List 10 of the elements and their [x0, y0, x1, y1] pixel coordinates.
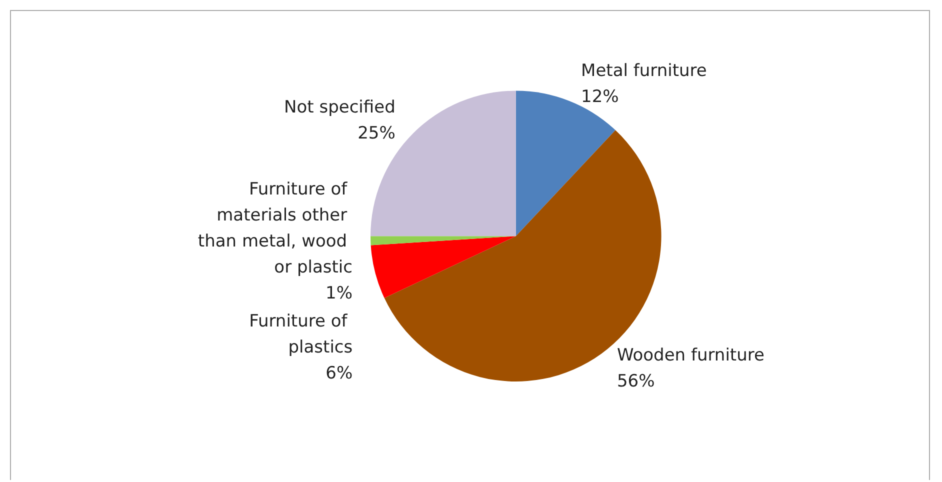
slice-label: Furniture of materials other than metal, wood or plastic	[198, 179, 353, 278]
data-label: 56%	[616, 371, 655, 392]
slice-label: Metal furniture	[581, 61, 707, 82]
data-label: 6%	[326, 363, 353, 384]
slice-label: Wooden furniture	[616, 345, 764, 366]
data-label: 12%	[581, 87, 619, 108]
data-label: 25%	[358, 124, 396, 144]
slice-label: Furniture of plastics	[249, 311, 353, 358]
data-label: 1%	[326, 283, 353, 304]
slice-label: Not specified	[284, 98, 396, 118]
